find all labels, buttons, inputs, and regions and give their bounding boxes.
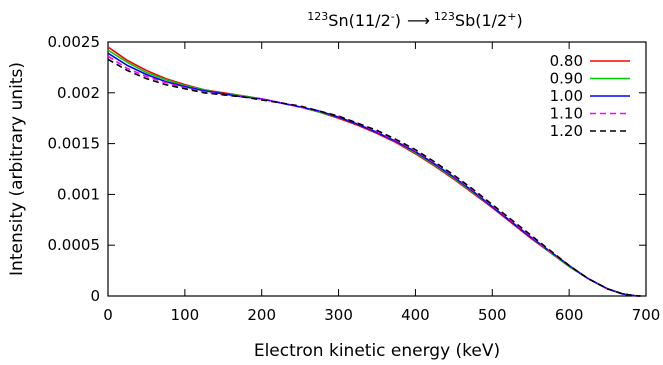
y-tick-label: 0.0015 xyxy=(48,135,101,153)
y-tick-label: 0 xyxy=(90,287,100,305)
x-tick-label: 700 xyxy=(632,306,661,324)
x-tick-label: 600 xyxy=(555,306,584,324)
title-daughter-close: ) xyxy=(516,11,522,30)
y-tick-label: 0.0005 xyxy=(48,236,101,254)
y-axis: 0 0.0005 0.001 0.0015 0.002 0.0025 xyxy=(48,33,646,305)
title-parent-mass: 123 xyxy=(307,10,328,23)
legend-label: 1.00 xyxy=(550,87,583,105)
series-line-1-20 xyxy=(107,58,641,297)
x-tick-label: 0 xyxy=(103,306,113,324)
title-daughter-parity: + xyxy=(507,10,516,23)
y-tick-label: 0.0025 xyxy=(48,33,101,51)
legend: 0.800.901.001.101.20 xyxy=(550,52,630,140)
y-tick-label: 0.002 xyxy=(57,84,100,102)
x-tick-label: 200 xyxy=(247,306,276,324)
legend-label: 1.10 xyxy=(550,105,583,123)
x-tick-label: 500 xyxy=(478,306,507,324)
title-daughter-symbol: Sb(1/2 xyxy=(455,11,507,30)
x-tick-label: 300 xyxy=(324,306,353,324)
series-line-1-10 xyxy=(107,55,641,297)
legend-label: 0.90 xyxy=(550,70,583,88)
legend-label: 0.80 xyxy=(550,52,583,70)
series-lines xyxy=(107,46,641,297)
title-daughter-mass: 123 xyxy=(434,10,455,23)
legend-label: 1.20 xyxy=(550,122,583,140)
x-axis-label: Electron kinetic energy (keV) xyxy=(254,341,500,361)
title-parent-close: ) xyxy=(395,11,401,30)
title-parent-parity: - xyxy=(391,10,395,23)
y-tick-label: 0.001 xyxy=(57,185,100,203)
y-axis-label: Intensity (arbitrary units) xyxy=(7,62,27,276)
title-arrow: ⟶ xyxy=(407,11,430,30)
x-tick-label: 400 xyxy=(401,306,430,324)
x-axis: 0 100 200 300 400 500 600 700 xyxy=(103,42,660,324)
x-tick-label: 100 xyxy=(171,306,200,324)
chart-title: 123Sn(11/2-) ⟶ 123Sb(1/2+) xyxy=(307,10,522,30)
plot-frame xyxy=(107,41,647,297)
title-parent-symbol: Sn(11/2 xyxy=(328,11,390,30)
